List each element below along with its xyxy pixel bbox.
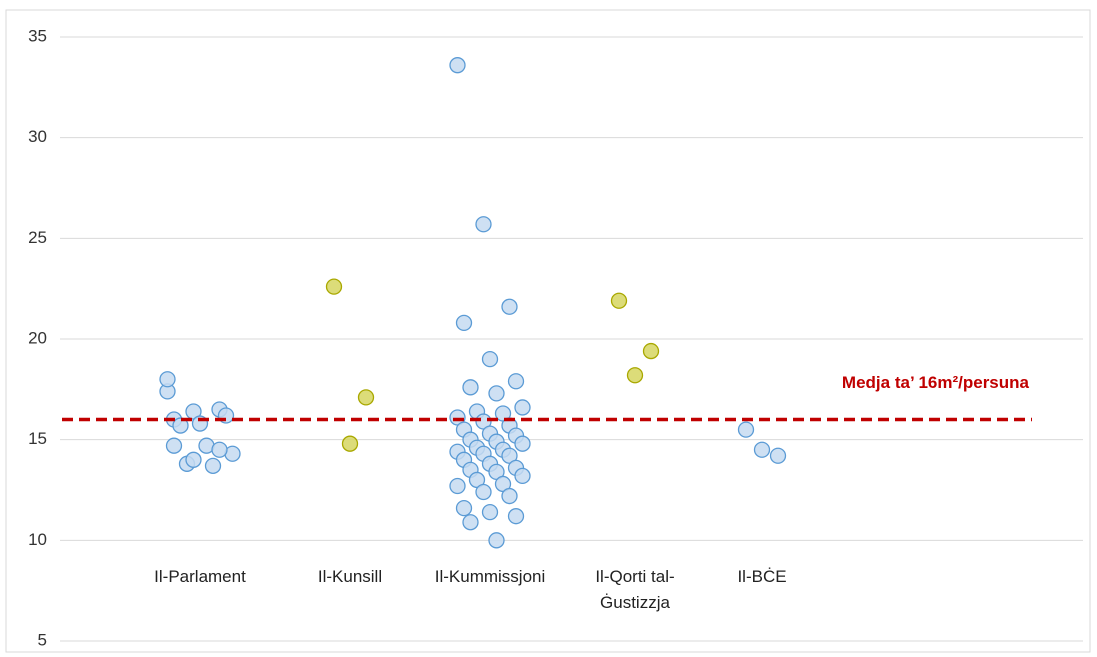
data-point — [507, 373, 525, 390]
data-point — [501, 298, 518, 315]
data-point — [610, 292, 628, 309]
data-point — [341, 435, 359, 452]
data-point — [211, 441, 228, 458]
data-point — [325, 278, 343, 295]
chart-frame — [5, 9, 1091, 653]
data-point — [185, 451, 202, 468]
data-point — [159, 371, 176, 388]
x-tick-label: Il-Qorti tal- Ġustizzja — [595, 567, 675, 612]
data-point — [475, 483, 492, 501]
data-point — [642, 342, 660, 360]
data-point — [449, 477, 466, 495]
data-point — [462, 514, 479, 531]
data-point — [449, 57, 466, 74]
data-point — [172, 417, 189, 434]
data-point — [455, 499, 473, 517]
y-tick-label: 25 — [28, 228, 47, 247]
y-tick-label: 35 — [28, 26, 47, 45]
mean-label: Medja ta’ 16m²/persuna — [842, 373, 1030, 392]
x-tick-label: Il-BĊE — [737, 567, 787, 586]
y-tick-label: 20 — [28, 328, 47, 347]
data-point — [737, 421, 755, 438]
data-point — [455, 314, 473, 332]
data-point — [488, 532, 505, 549]
data-point — [514, 399, 531, 416]
data-point — [501, 487, 518, 505]
data-point — [165, 437, 183, 454]
y-tick-label: 10 — [28, 530, 47, 549]
y-tick-label: 30 — [28, 127, 47, 146]
data-point — [481, 503, 499, 521]
data-point — [769, 447, 787, 464]
data-point — [514, 467, 531, 485]
y-tick-label: 5 — [38, 630, 47, 649]
data-point — [204, 457, 222, 474]
x-tick-label: Il-Parlament — [154, 567, 246, 586]
data-point — [507, 508, 525, 525]
data-point — [481, 350, 499, 368]
y-tick-label: 15 — [28, 429, 47, 448]
data-point — [475, 216, 492, 233]
data-point — [462, 379, 479, 396]
data-point — [514, 435, 531, 452]
data-point — [753, 441, 771, 458]
x-tick-label: Il-Kummissjoni — [434, 567, 546, 586]
data-point — [357, 389, 375, 406]
data-point — [626, 367, 644, 384]
x-tick-label: Il-Kunsill — [317, 567, 383, 586]
data-point — [488, 385, 505, 402]
